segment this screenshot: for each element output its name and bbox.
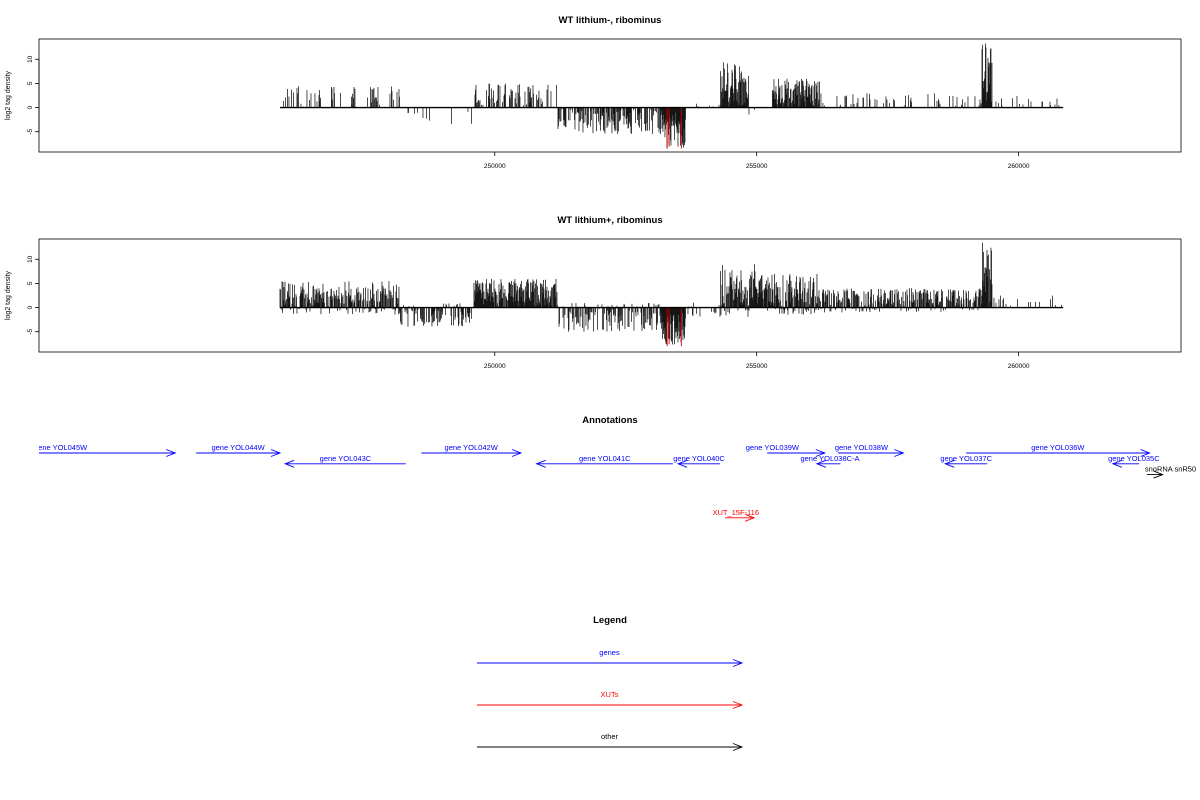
feature-label: gene YOL045W (34, 443, 88, 452)
legend-items: genes XUTs other (477, 648, 744, 751)
track1-y-axis: -5 0 5 10 (27, 55, 40, 135)
annotation-feature[interactable]: gene YOL035C (1108, 454, 1160, 468)
annotation-feature[interactable]: gene YOL042W (421, 443, 523, 457)
track2-y-tick-label: -5 (27, 328, 34, 334)
legend-item-other: other (477, 732, 744, 751)
track1-y-tick-label: 5 (27, 81, 34, 85)
annotation-feature[interactable]: gene YOL045W (34, 443, 177, 457)
feature-arrow-arrowhead (1140, 449, 1151, 457)
track2-y-axis: -5 0 5 10 (27, 255, 40, 335)
annotations-track: Annotations gene YOL045W gene YOL044Wgene… (34, 415, 1196, 522)
annotation-feature[interactable]: gene YOL037C (940, 454, 993, 468)
track-wt-lithium-plus: WT lithium+, ribominus log2 tag density … (5, 215, 1182, 370)
legend-label: other (601, 732, 619, 741)
feature-label: gene YOL039W (746, 443, 800, 452)
legend-arrow-arrowhead (732, 659, 744, 667)
feature-arrow-arrowhead (676, 459, 688, 468)
track2-y-tick-label: 5 (27, 281, 34, 285)
track1-plot-box (38, 38, 1182, 153)
annotation-feature[interactable]: gene YOL043C (283, 454, 406, 468)
annotation-feature[interactable]: gene YOL036W (966, 443, 1151, 457)
feature-label: gene YOL038W (835, 443, 889, 452)
legend: Legend genes XUTs other (477, 615, 744, 751)
track2-x-tick-label: 255000 (746, 363, 768, 370)
feature-label: XUT_15F-116 (712, 508, 759, 517)
feature-arrow-arrowhead (1111, 459, 1123, 468)
annotation-feature[interactable]: gene YOL038W (835, 443, 905, 457)
track1-y-tick-label: -5 (27, 128, 34, 134)
annotations-title: Annotations (582, 415, 637, 426)
feature-label: gene YOL043C (320, 454, 372, 463)
legend-label: genes (599, 648, 620, 657)
legend-arrow-arrowhead (732, 701, 744, 709)
feature-label: gene YOL040C (673, 454, 725, 463)
annotation-feature[interactable]: gene YOL039W (746, 443, 827, 457)
feature-label: gene YOL042W (445, 443, 499, 452)
legend-arrow-arrowhead (732, 743, 744, 751)
feature-label: gene YOL037C (940, 454, 992, 463)
track2-plot-box (38, 238, 1182, 353)
feature-arrow-arrowhead (535, 459, 546, 468)
track1-title: WT lithium-, ribominus (559, 15, 662, 26)
feature-arrow-arrowhead (744, 513, 756, 522)
track1-x-tick-label: 260000 (1008, 163, 1030, 170)
track-wt-lithium-minus: WT lithium-, ribominus log2 tag density … (5, 15, 1182, 170)
legend-item-gene: genes (477, 648, 744, 667)
annotation-feature[interactable]: gene YOL044W (196, 443, 282, 457)
track2-signal (279, 242, 1064, 347)
track2-y-axis-label: log2 tag density (5, 270, 12, 320)
track1-y-axis-label: log2 tag density (5, 70, 12, 120)
feature-arrow-arrowhead (166, 449, 177, 457)
feature-label: gene YOL044W (211, 443, 265, 452)
legend-title: Legend (593, 615, 627, 626)
track2-title: WT lithium+, ribominus (557, 215, 662, 226)
feature-label: gene YOL038C-A (800, 454, 859, 463)
feature-arrow-arrowhead (1153, 470, 1164, 479)
feature-arrow-arrowhead (283, 459, 295, 468)
annotation-feature[interactable]: gene YOL041C (535, 454, 673, 468)
feature-arrow-arrowhead (815, 449, 827, 457)
annotation-feature[interactable]: gene YOL040C (673, 454, 725, 468)
feature-arrow-arrowhead (511, 449, 523, 457)
annotation-feature[interactable]: snoRNA snR50 (1145, 465, 1196, 479)
track1-x-axis: 250000 255000 260000 (484, 152, 1030, 170)
annotation-features: gene YOL045W gene YOL044W gene YOL043C gene… (34, 443, 1196, 522)
legend-item-xut: XUTs (477, 690, 744, 709)
track2-y-tick-label: 10 (27, 255, 34, 263)
track2-x-tick-label: 260000 (1008, 363, 1030, 370)
feature-label: gene YOL036W (1031, 443, 1085, 452)
annotation-feature[interactable]: XUT_15F-116 (712, 508, 759, 522)
feature-label: gene YOL035C (1108, 454, 1160, 463)
feature-arrow-arrowhead (270, 449, 282, 457)
track1-signal (279, 43, 1064, 149)
feature-label: gene YOL041C (579, 454, 631, 463)
track2-x-axis: 250000 255000 260000 (484, 352, 1030, 370)
track1-x-tick-label: 255000 (746, 163, 768, 170)
annotation-feature[interactable]: gene YOL038C-A (800, 454, 860, 468)
track2-x-tick-label: 250000 (484, 363, 506, 370)
legend-label: XUTs (601, 690, 619, 699)
track1-x-tick-label: 250000 (484, 163, 506, 170)
feature-arrow-arrowhead (894, 449, 905, 457)
feature-arrow-arrowhead (944, 459, 955, 468)
track1-y-tick-label: 10 (27, 55, 34, 63)
track1-y-tick-label: 0 (27, 105, 34, 109)
feature-label: snoRNA snR50 (1145, 465, 1196, 474)
track2-y-tick-label: 0 (27, 305, 34, 309)
feature-arrow-arrowhead (815, 459, 827, 468)
